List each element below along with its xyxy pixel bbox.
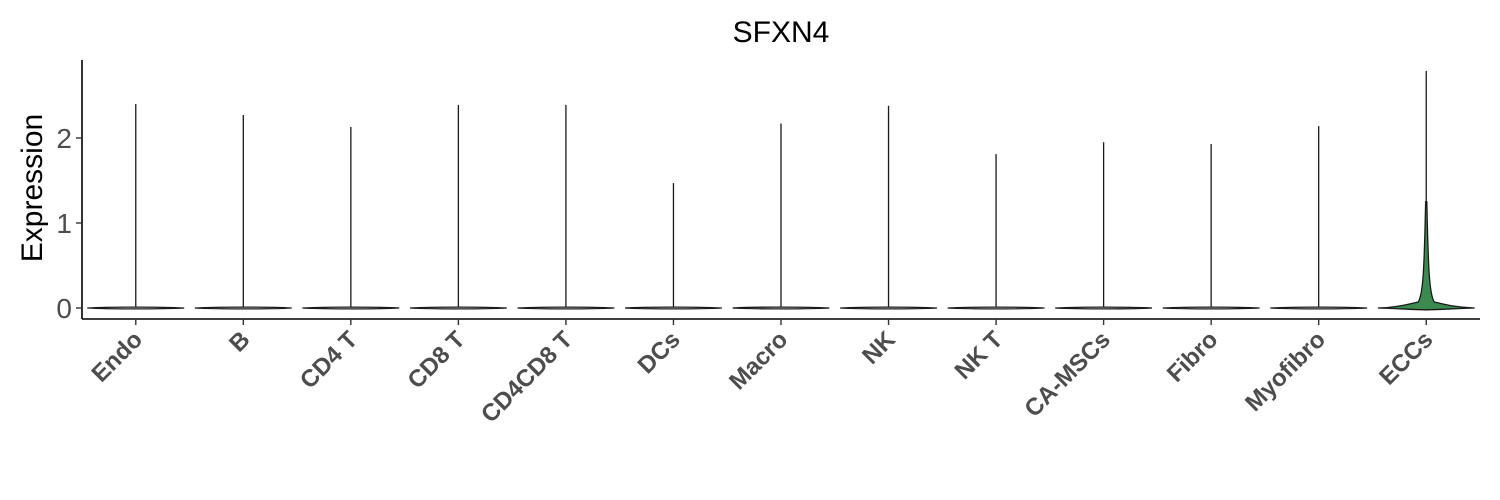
violin-eccs — [1377, 70, 1475, 311]
x-tick-label: CD4 T — [295, 326, 363, 394]
violin-fibro — [1162, 143, 1260, 310]
x-tick-label: CD4CD8 T — [476, 326, 578, 428]
x-tick-label: CD8 T — [403, 326, 471, 394]
violin-shape — [947, 306, 1045, 310]
y-axis-label: Expression — [16, 114, 49, 262]
violin-shape — [87, 306, 185, 310]
x-tick-label: DCs — [633, 326, 686, 379]
violin-group — [87, 70, 1475, 311]
violin-nk-t — [947, 154, 1045, 310]
x-tick-label: Macro — [724, 326, 793, 395]
x-tick-label: NK — [857, 326, 901, 370]
violin-shape — [194, 306, 292, 310]
violin-macro — [732, 123, 830, 310]
violin-shape — [302, 306, 400, 310]
violin-shape — [1270, 306, 1368, 310]
x-tick-label: Endo — [86, 326, 148, 388]
y-tick-label: 2 — [56, 123, 72, 154]
violin-shape — [1377, 201, 1475, 311]
x-tick-label: ECCs — [1374, 326, 1438, 390]
violin-shape — [625, 306, 722, 310]
x-tick-label: CA-MSCs — [1019, 326, 1115, 422]
x-ticks: Endo B CD4 T CD8 T CD4CD8 T DCs Macro NK NK T CA-… — [86, 319, 1438, 428]
violin-shape — [1055, 306, 1153, 310]
x-tick-label: NK T — [950, 326, 1009, 385]
violin-b — [194, 115, 292, 310]
violin-dcs — [625, 183, 722, 310]
y-tick-label: 1 — [56, 208, 72, 239]
violin-endo — [87, 104, 185, 310]
violin-shape — [732, 306, 830, 310]
violin-cd8-t — [409, 104, 507, 310]
violin-myofibro — [1270, 126, 1368, 310]
violin-shape — [1162, 306, 1260, 310]
x-tick-label: Fibro — [1162, 326, 1224, 388]
y-tick-label: 0 — [56, 293, 72, 324]
violin-shape — [409, 306, 507, 310]
violin-ca-mscs — [1055, 142, 1153, 310]
violin-nk — [840, 105, 937, 310]
chart-title: SFXN4 — [733, 16, 830, 49]
violin-cd4-t — [302, 126, 400, 310]
x-tick-label: Myofibro — [1240, 326, 1331, 417]
violin-shape — [840, 306, 937, 310]
violin-shape — [517, 306, 615, 310]
x-tick-label: B — [224, 326, 255, 357]
violin-cd4cd8-t — [517, 104, 615, 310]
y-ticks: 0 1 2 — [56, 123, 82, 324]
